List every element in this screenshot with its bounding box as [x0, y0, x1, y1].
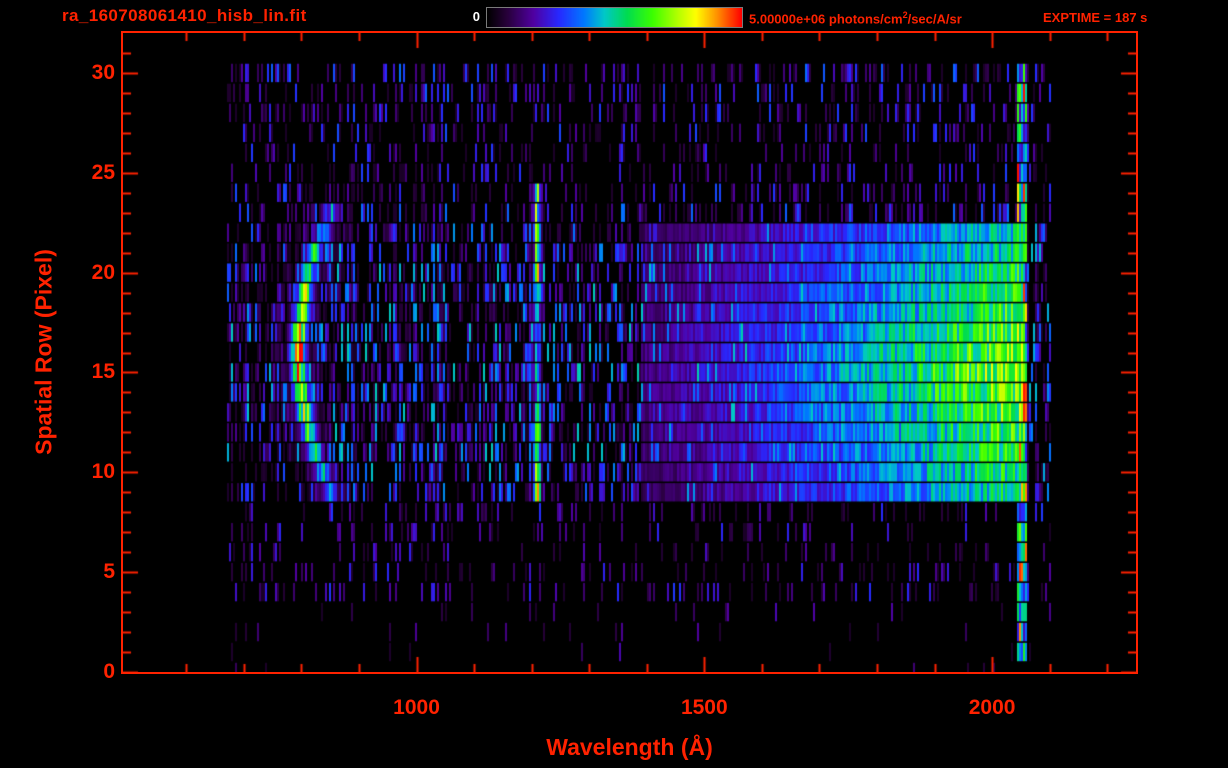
y-tick-label: 15	[91, 360, 115, 384]
y-axis-title: Spatial Row (Pixel)	[30, 249, 57, 455]
plot-frame	[121, 31, 1138, 674]
colorbar-units-post: /sec/A/sr	[907, 11, 962, 27]
y-tick-label: 0	[103, 660, 115, 683]
colorbar-min-label: 0	[472, 9, 480, 24]
y-tick-label: 10	[91, 460, 115, 484]
x-axis-title: Wavelength (Å)	[546, 734, 713, 760]
colorbar	[486, 7, 743, 28]
exptime-label: EXPTIME = 187 s	[1043, 10, 1148, 25]
y-tick-label: 5	[103, 560, 115, 584]
spectrogram-heatmap	[123, 33, 1136, 672]
colorbar-units-sup: 2	[902, 10, 908, 20]
colorbar-units-pre: photons/cm	[825, 11, 903, 27]
file-title: ra_160708061410_hisb_lin.fit	[62, 6, 307, 25]
colorbar-max-value: 5.00000e+06	[749, 11, 826, 27]
y-tick-label: 20	[91, 260, 115, 284]
x-tick-label: 1500	[680, 696, 728, 719]
colorbar-max-label: 5.00000e+06 photons/cm2/sec/A/sr	[749, 10, 962, 26]
x-tick-label: 1000	[393, 696, 440, 719]
y-tick-label: 25	[91, 160, 115, 184]
x-tick-label: 2000	[968, 696, 1016, 719]
y-tick-label: 30	[91, 60, 115, 84]
